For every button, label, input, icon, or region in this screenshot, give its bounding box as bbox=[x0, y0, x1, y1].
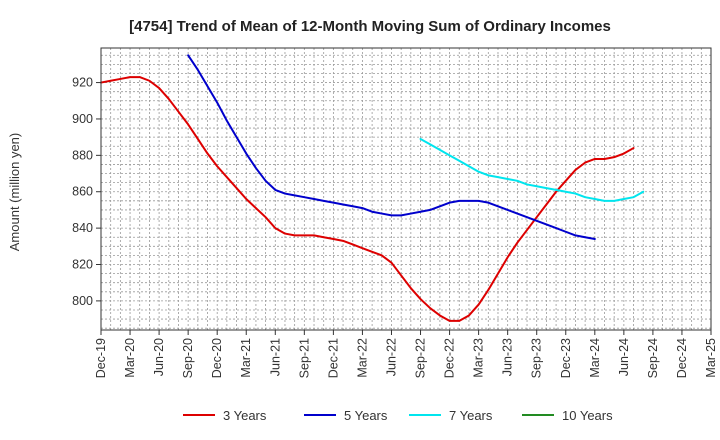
x-tick-label: Dec-23 bbox=[559, 338, 573, 378]
x-tick-label: Sep-23 bbox=[530, 338, 544, 378]
x-tick-label: Jun-23 bbox=[501, 338, 515, 376]
x-tick-label: Sep-20 bbox=[181, 338, 195, 378]
x-tick-label: Dec-22 bbox=[443, 338, 457, 378]
x-tick-label: Mar-22 bbox=[355, 338, 369, 378]
legend-label-7-years: 7 Years bbox=[449, 408, 493, 423]
legend-label-3-years: 3 Years bbox=[223, 408, 267, 423]
y-tick-label: 840 bbox=[72, 221, 93, 235]
x-tick-label: Jun-20 bbox=[152, 338, 166, 376]
x-tick-label: Mar-25 bbox=[704, 338, 718, 378]
series-line-3-years bbox=[100, 76, 635, 322]
plot-area bbox=[101, 48, 711, 330]
y-tick-label: 860 bbox=[72, 185, 93, 199]
x-tick-label: Dec-21 bbox=[326, 338, 340, 378]
x-tick-label: Dec-19 bbox=[94, 338, 108, 378]
y-tick-label: 920 bbox=[72, 76, 93, 90]
chart-title: [4754] Trend of Mean of 12-Month Moving … bbox=[129, 18, 611, 35]
x-tick-label: Jun-24 bbox=[617, 338, 631, 376]
series-line-7-years bbox=[419, 137, 645, 202]
x-tick-label: Jun-21 bbox=[268, 338, 282, 376]
y-tick-label: 820 bbox=[72, 258, 93, 272]
x-tick-label: Mar-20 bbox=[123, 338, 137, 378]
x-ticks: Dec-19 Mar-20 Jun-20 Sep-20 Dec-20 Mar-21 Jun-… bbox=[94, 330, 718, 378]
y-ticks: 800 820 840 860 880 900 920 bbox=[72, 76, 101, 308]
legend-label-5-years: 5 Years bbox=[344, 408, 388, 423]
y-tick-label: 880 bbox=[72, 148, 93, 162]
x-tick-label: Mar-23 bbox=[472, 338, 486, 378]
legend-label-10-years: 10 Years bbox=[562, 408, 613, 423]
x-tick-label: Mar-24 bbox=[588, 338, 602, 378]
x-tick-label: Sep-24 bbox=[646, 338, 660, 378]
x-tick-label: Dec-20 bbox=[210, 338, 224, 378]
legend: 3 Years 5 Years 7 Years 10 Years bbox=[183, 408, 613, 423]
y-tick-label: 800 bbox=[72, 294, 93, 308]
x-tick-label: Dec-24 bbox=[675, 338, 689, 378]
series-lines bbox=[100, 54, 645, 322]
x-tick-label: Sep-22 bbox=[414, 338, 428, 378]
x-tick-label: Jun-22 bbox=[384, 338, 398, 376]
plot-frame bbox=[100, 47, 712, 331]
grid bbox=[101, 48, 711, 330]
x-tick-label: Mar-21 bbox=[239, 338, 253, 378]
x-tick-label: Sep-21 bbox=[297, 338, 311, 378]
y-axis-label: Amount (million yen) bbox=[7, 133, 22, 252]
series-line-5-years bbox=[187, 54, 596, 241]
y-tick-label: 900 bbox=[72, 112, 93, 126]
